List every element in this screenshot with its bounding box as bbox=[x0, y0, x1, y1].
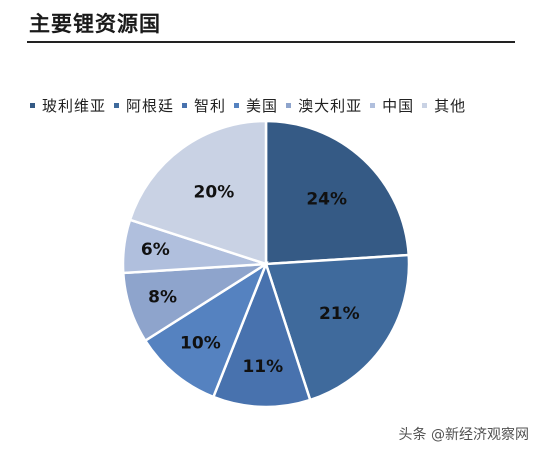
slice-data-label: 10% bbox=[180, 333, 221, 353]
slice-data-label: 11% bbox=[242, 357, 283, 377]
legend-item: 智利 bbox=[182, 95, 226, 116]
legend-swatch bbox=[422, 103, 428, 108]
legend-label: 玻利维亚 bbox=[42, 97, 107, 115]
slice-data-label: 6% bbox=[141, 240, 170, 260]
legend-swatch bbox=[234, 103, 240, 108]
slice-data-label: 24% bbox=[306, 189, 347, 209]
legend-swatch bbox=[182, 103, 188, 108]
legend-item: 其他 bbox=[422, 95, 466, 116]
legend-swatch bbox=[114, 103, 120, 108]
legend-label: 中国 bbox=[382, 97, 415, 115]
legend-item: 中国 bbox=[370, 95, 414, 116]
pie-slice bbox=[143, 260, 269, 399]
title-underline bbox=[27, 41, 515, 43]
legend-swatch bbox=[286, 103, 292, 108]
legend-label: 其他 bbox=[434, 97, 467, 115]
watermark: 头条 @新经济观察网 bbox=[398, 427, 529, 443]
legend-label: 美国 bbox=[246, 97, 279, 115]
pie-slice bbox=[264, 119, 411, 266]
pie-slice bbox=[264, 253, 411, 402]
legend-swatch bbox=[30, 103, 35, 108]
legend-item: 澳大利亚 bbox=[286, 95, 362, 116]
legend-label: 澳大利亚 bbox=[298, 97, 363, 115]
legend-swatch bbox=[370, 103, 376, 108]
pie-slice bbox=[211, 260, 312, 409]
legend-item: 美国 bbox=[234, 95, 278, 116]
pie-slice bbox=[128, 119, 268, 266]
chart-title: 主要锂资源国 bbox=[29, 11, 161, 36]
slice-data-label: 21% bbox=[319, 304, 360, 324]
legend-label: 智利 bbox=[194, 97, 227, 115]
slice-data-label: 8% bbox=[148, 288, 177, 308]
legend-item: 玻利维亚 bbox=[30, 95, 106, 116]
chart-legend: 玻利维亚 阿根廷 智利 美国 澳大利亚 中国 其他 bbox=[30, 95, 530, 116]
slice-data-label: 20% bbox=[194, 182, 235, 202]
legend-item: 阿根廷 bbox=[114, 95, 174, 116]
legend-label: 阿根廷 bbox=[126, 97, 175, 115]
